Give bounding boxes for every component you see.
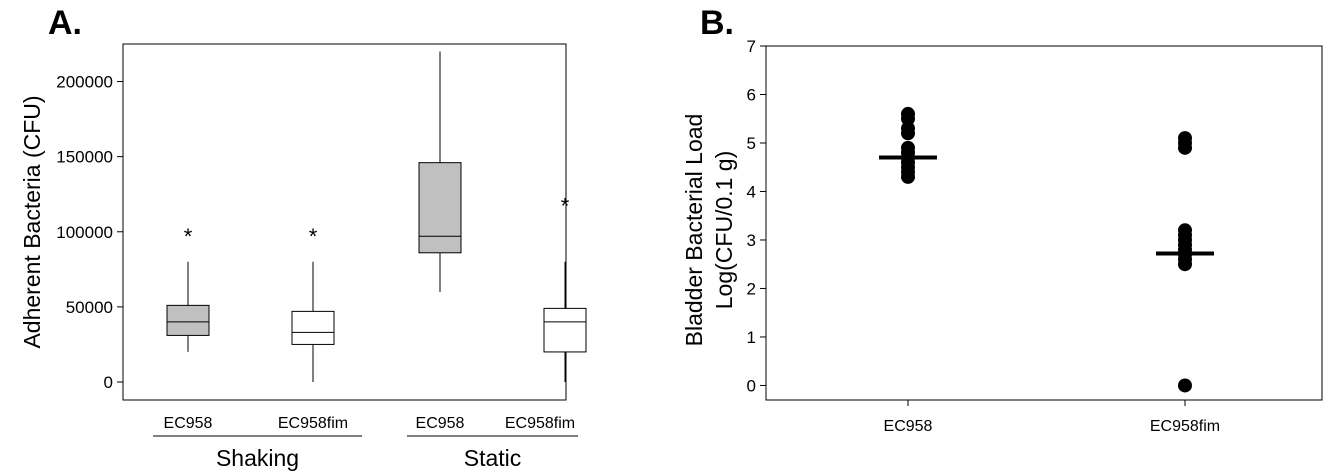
panel-b-y-tick-label: 2 xyxy=(747,279,756,298)
panel-b-series-2 xyxy=(1156,131,1214,393)
box-2: * xyxy=(291,224,335,382)
panel-b-y-axis-label-line2: Log(CFU/0.1 g) xyxy=(711,151,737,310)
panel-b-point xyxy=(901,169,915,184)
panel-a-group-labels: Shaking Static xyxy=(153,435,578,471)
panel-b-category-label: EC958 xyxy=(884,418,933,435)
panel-b-point xyxy=(901,111,915,126)
box-1: * xyxy=(166,224,210,352)
panel-a-y-tick-label: 100000 xyxy=(56,223,113,242)
panel-b-y-tick-label: 3 xyxy=(747,231,756,250)
panel-b-series-1 xyxy=(879,106,937,184)
panel-b-y-axis-label-line1: Bladder Bacterial Load xyxy=(681,114,707,347)
panel-a-group-label: Shaking xyxy=(216,445,299,471)
panel-a-category-label: EC958fim xyxy=(505,415,575,432)
panel-b-y-axis: 0 1 2 3 4 5 6 7 xyxy=(747,37,766,395)
box-outlier-marker: * xyxy=(184,224,193,249)
box-3 xyxy=(418,51,462,292)
panel-b-category-labels: EC958 EC958fim xyxy=(884,400,1220,435)
panel-a-category-label: EC958 xyxy=(416,415,465,432)
panel-a-plot-frame xyxy=(122,43,567,401)
panel-b: B. 0 1 2 3 4 5 6 7 Bladder Bacterial Load Log(C… xyxy=(681,4,1323,435)
panel-a-boxes: * * * xyxy=(166,51,587,382)
panel-a-category-label: EC958fim xyxy=(278,415,348,432)
panel-a-y-tick-label: 50000 xyxy=(66,298,113,317)
box-iqr xyxy=(166,304,210,336)
panel-b-plot-frame xyxy=(765,45,1323,401)
panel-b-point xyxy=(1178,378,1192,393)
box-4: * xyxy=(543,194,587,382)
panel-b-point xyxy=(1178,257,1192,272)
panel-a-y-tick-label: 150000 xyxy=(56,148,113,167)
panel-b-y-tick-label: 0 xyxy=(747,376,756,395)
panel-a-y-axis-label: Adherent Bacteria (CFU) xyxy=(19,95,45,348)
box-iqr xyxy=(543,307,587,353)
panel-b-points xyxy=(879,106,1214,393)
panel-b-point xyxy=(901,126,915,141)
panel-b-point xyxy=(1178,140,1192,155)
panel-b-y-tick-label: 5 xyxy=(747,134,756,153)
box-outlier-marker: * xyxy=(309,224,318,249)
panel-b-y-tick-label: 4 xyxy=(747,182,756,201)
panel-b-y-tick-label: 6 xyxy=(747,85,756,104)
panel-a: A. 0 50000 100000 150000 200000 Adherent Bac… xyxy=(19,4,587,471)
panel-a-y-tick-label: 0 xyxy=(104,373,113,392)
panel-b-y-tick-label: 7 xyxy=(747,37,756,56)
box-iqr xyxy=(291,310,335,345)
panel-a-group-label: Static xyxy=(464,445,522,471)
panel-a-y-tick-label: 200000 xyxy=(56,73,113,92)
panel-b-y-tick-label: 1 xyxy=(747,328,756,347)
panel-a-letter: A. xyxy=(48,4,82,42)
panel-b-letter: B. xyxy=(700,4,734,42)
panel-a-y-axis: 0 50000 100000 150000 200000 xyxy=(56,73,123,392)
box-outlier-marker: * xyxy=(561,194,570,219)
box-iqr xyxy=(418,162,462,254)
panel-a-category-labels: EC958 EC958fim EC958 EC958fim xyxy=(164,415,576,432)
panel-b-category-label: EC958fim xyxy=(1150,418,1220,435)
panel-a-category-label: EC958 xyxy=(164,415,213,432)
